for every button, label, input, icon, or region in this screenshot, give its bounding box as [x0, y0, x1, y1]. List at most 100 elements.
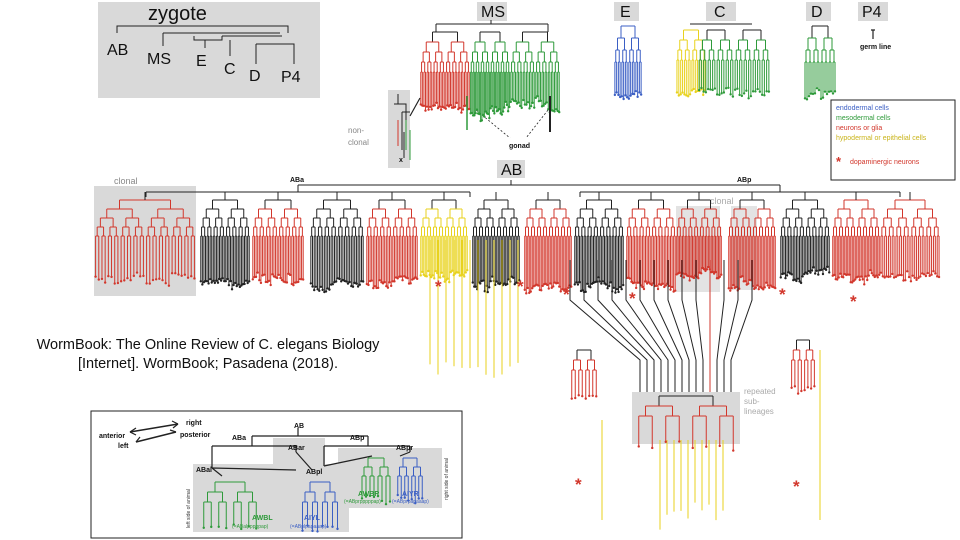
- ab-subtree-8-leaf-dot: [581, 289, 584, 292]
- ms-left-subtree-leaf-dot: [449, 103, 452, 107]
- ab-subtree-14-leaf-dot: [924, 274, 928, 278]
- ab-subtree-3-leaf-dot: [348, 280, 351, 284]
- inset-right-blue-tree-leaf-dot: [417, 497, 420, 500]
- ab-subtree-6-leaf-dot: [489, 279, 492, 283]
- ab-subtree-13-leaf-dot: [836, 278, 839, 281]
- c-mid-subtree-leaf-dot: [702, 90, 705, 93]
- ab-subtree-1-leaf-dot: [244, 279, 248, 282]
- c-mid-subtree-leaf-dot: [713, 87, 717, 90]
- ms-mid-subtree-leaf-dot: [494, 105, 497, 109]
- ab-subtree-2-leaf-dot: [254, 275, 258, 279]
- ab-subtree-8-leaf-dot: [601, 280, 605, 283]
- ab-subtree-1-leaf-dot: [207, 282, 210, 285]
- ab-subtree-3-leaf-dot: [319, 285, 323, 289]
- ab-subtree-13-leaf-dot: [839, 272, 842, 275]
- inset-awbr-id: (=ABprpppppap): [344, 499, 381, 505]
- ab-subtree-3-leaf-dot: [361, 280, 365, 283]
- ab-subtree-1-leaf-dot: [240, 284, 243, 287]
- ab-subtree-7-leaf-dot: [523, 288, 526, 291]
- ab-subtree-2-leaf-dot: [275, 276, 279, 280]
- ab-subtree-2-leaf-dot: [259, 281, 263, 285]
- ab-lower-right-subtree-leaf-dot: [790, 386, 793, 389]
- c-mid-subtree-leaf-dot: [720, 92, 723, 95]
- p4-header-label: P4: [862, 4, 882, 21]
- c-left-subtree-leaf-dot: [679, 93, 682, 96]
- ab-subtree-11-leaf-dot: [774, 286, 777, 290]
- c-left-subtree-leaf-dot: [701, 93, 705, 97]
- ab-subtree-0-leaf-dot: [148, 282, 151, 285]
- ab-subtree-0-leaf-dot: [97, 278, 100, 281]
- overview-panel: [98, 2, 320, 98]
- ab-subtree-13-leaf-dot: [875, 274, 878, 277]
- ab-subtree-7-leaf-dot: [556, 281, 559, 285]
- ab-subtree-12-leaf-dot: [806, 272, 809, 275]
- ab-subtree-6-leaf-dot: [482, 279, 485, 282]
- ab-subtree-9-leaf-dot: [674, 289, 677, 292]
- inset-axis-arrows: [129, 423, 179, 443]
- ab-subtree-12-leaf-dot: [815, 269, 818, 272]
- inset-left-blue-tree-leaf-dot: [316, 530, 319, 533]
- ab-subtree-8-leaf-dot: [575, 281, 578, 284]
- inset-right-blue-tree-leaf-dot: [403, 496, 406, 499]
- ab-subtree-8-leaf-dot: [604, 283, 608, 286]
- ms-mid-subtree-leaf-dot: [501, 110, 505, 113]
- ab-subtree-3-leaf-dot: [328, 288, 331, 291]
- dopaminergic-asterisk-icon: *: [779, 285, 786, 304]
- c-header-label: C: [714, 4, 726, 21]
- inset-abar-panel: [273, 438, 325, 466]
- ab-subtree-5-leaf-dot: [451, 269, 454, 272]
- ab-subtree-9-leaf-dot: [656, 287, 660, 291]
- ms-right-subtree-leaf-dot: [553, 110, 556, 113]
- ab-subtree-4-leaf-dot: [399, 275, 403, 278]
- e-subtree-leaf-dot: [615, 91, 618, 94]
- ab-subtree-5-leaf-dot: [434, 269, 437, 273]
- clonal-label-mid: clonal: [710, 196, 734, 206]
- e-subtree-leaf-dot: [625, 96, 629, 99]
- repeated-panel: [632, 392, 740, 444]
- ab-subtree-11-leaf-dot: [756, 284, 759, 287]
- ms-mid-subtree-leaf-dot: [488, 116, 491, 120]
- c-right-subtree-leaf-dot: [733, 88, 737, 91]
- c-left-subtree-leaf-dot: [685, 94, 688, 97]
- ab-subtree-9-leaf-dot: [655, 284, 658, 287]
- ab-subtree-8-leaf-dot: [620, 287, 623, 291]
- e-header-label: E: [620, 4, 631, 21]
- ab-subtree-12-leaf-dot: [817, 273, 820, 276]
- ab-subtree-0-leaf-dot: [154, 278, 158, 281]
- c-right-subtree-leaf-dot: [751, 90, 755, 93]
- e-subtree-leaf-dot: [622, 97, 625, 101]
- ab-subtree-2-leaf-dot: [267, 279, 271, 283]
- ab-subtree-1-leaf-dot: [232, 283, 235, 287]
- ab-subtree-1-leaf-dot: [212, 279, 215, 282]
- ab-subtree-8-leaf-dot: [578, 281, 581, 284]
- ab-subtree-11-leaf-dot: [730, 286, 733, 290]
- inset-left-green-tree-leaf-dot: [210, 525, 213, 529]
- ab-subtree-6-leaf-dot: [491, 275, 494, 278]
- e-subtree-leaf-dot: [624, 94, 627, 97]
- ab-subtree-7-leaf-dot: [565, 288, 568, 291]
- ab-subtree-2-leaf-dot: [285, 281, 289, 284]
- inset-left-blue-tree-leaf-dot: [326, 525, 329, 529]
- inset-aiyr: AIYR: [402, 491, 419, 498]
- ms-mid-subtree-leaf-dot: [500, 113, 504, 116]
- legend-neurons: neurons or glia: [836, 125, 882, 132]
- ab-lower-right-subtree-leaf-dot: [803, 388, 806, 392]
- c-left-subtree-leaf-dot: [688, 93, 692, 96]
- ab-left-branch-label: ABa: [290, 177, 304, 184]
- ab-lower-right-subtree-leaf-dot: [806, 386, 810, 389]
- ab-subtree-14-leaf-dot: [926, 271, 930, 275]
- ab-subtree-13-leaf-dot: [872, 274, 875, 277]
- c-right-subtree-leaf-dot: [738, 93, 741, 97]
- ab-subtree-5-leaf-dot: [421, 270, 424, 274]
- ms-mid-subtree-leaf-dot: [504, 100, 507, 103]
- ab-lower-left-subtree-leaf-dot: [584, 397, 587, 400]
- p4-germline-label: germ line: [860, 44, 891, 51]
- ab-subtree-1-leaf-dot: [221, 277, 224, 280]
- ab-subtree-11-leaf-dot: [754, 286, 757, 289]
- gonad-leaders: [475, 109, 549, 139]
- ab-subtree-3-leaf-dot: [326, 287, 329, 290]
- ab-subtree-3-leaf-dot: [334, 280, 338, 283]
- ms-right-subtree-leaf-dot: [529, 104, 533, 108]
- ab-subtree-0-leaf-dot: [129, 279, 132, 282]
- non-clonal-label-1: non-: [348, 126, 364, 135]
